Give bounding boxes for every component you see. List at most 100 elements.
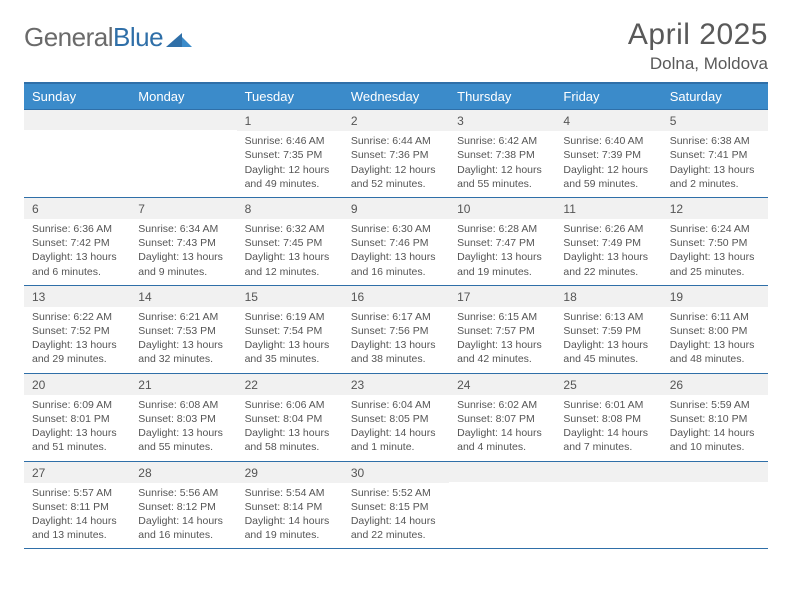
day-body: Sunrise: 6:28 AMSunset: 7:47 PMDaylight:…: [449, 219, 555, 285]
day-number: [130, 110, 236, 130]
sunrise-line: Sunrise: 6:02 AM: [457, 398, 547, 412]
day-body: Sunrise: 6:04 AMSunset: 8:05 PMDaylight:…: [343, 395, 449, 461]
day-number: 8: [237, 198, 343, 219]
calendar-cell: 1Sunrise: 6:46 AMSunset: 7:35 PMDaylight…: [237, 110, 343, 197]
sunrise-line: Sunrise: 6:09 AM: [32, 398, 122, 412]
calendar-cell: 25Sunrise: 6:01 AMSunset: 8:08 PMDayligh…: [555, 374, 661, 461]
sunset-line: Sunset: 8:07 PM: [457, 412, 547, 426]
daylight-line: Daylight: 13 hours and 16 minutes.: [351, 250, 441, 278]
sunset-line: Sunset: 7:35 PM: [245, 148, 335, 162]
weekday-header: Thursday: [449, 84, 555, 109]
day-number: 3: [449, 110, 555, 131]
daylight-line: Daylight: 14 hours and 10 minutes.: [670, 426, 760, 454]
sunset-line: Sunset: 7:39 PM: [563, 148, 653, 162]
calendar-cell: 29Sunrise: 5:54 AMSunset: 8:14 PMDayligh…: [237, 462, 343, 549]
day-body: Sunrise: 6:22 AMSunset: 7:52 PMDaylight:…: [24, 307, 130, 373]
sunset-line: Sunset: 7:43 PM: [138, 236, 228, 250]
day-number: 10: [449, 198, 555, 219]
daylight-line: Daylight: 13 hours and 45 minutes.: [563, 338, 653, 366]
calendar-cell: 21Sunrise: 6:08 AMSunset: 8:03 PMDayligh…: [130, 374, 236, 461]
day-number: 11: [555, 198, 661, 219]
day-body: Sunrise: 6:02 AMSunset: 8:07 PMDaylight:…: [449, 395, 555, 461]
day-number: [555, 462, 661, 482]
day-number: 1: [237, 110, 343, 131]
day-body: Sunrise: 6:21 AMSunset: 7:53 PMDaylight:…: [130, 307, 236, 373]
calendar-cell: 9Sunrise: 6:30 AMSunset: 7:46 PMDaylight…: [343, 198, 449, 285]
calendar-cell: 28Sunrise: 5:56 AMSunset: 8:12 PMDayligh…: [130, 462, 236, 549]
daylight-line: Daylight: 12 hours and 49 minutes.: [245, 163, 335, 191]
day-body: Sunrise: 6:34 AMSunset: 7:43 PMDaylight:…: [130, 219, 236, 285]
sunset-line: Sunset: 7:42 PM: [32, 236, 122, 250]
calendar-cell: 12Sunrise: 6:24 AMSunset: 7:50 PMDayligh…: [662, 198, 768, 285]
day-number: 15: [237, 286, 343, 307]
daylight-line: Daylight: 13 hours and 55 minutes.: [138, 426, 228, 454]
day-number: 30: [343, 462, 449, 483]
calendar-cell: 7Sunrise: 6:34 AMSunset: 7:43 PMDaylight…: [130, 198, 236, 285]
calendar-cell: 27Sunrise: 5:57 AMSunset: 8:11 PMDayligh…: [24, 462, 130, 549]
calendar-cell: [662, 462, 768, 549]
calendar: SundayMondayTuesdayWednesdayThursdayFrid…: [24, 82, 768, 549]
weekday-header: Monday: [130, 84, 236, 109]
sunrise-line: Sunrise: 5:56 AM: [138, 486, 228, 500]
calendar-week: 1Sunrise: 6:46 AMSunset: 7:35 PMDaylight…: [24, 109, 768, 197]
weekday-header: Tuesday: [237, 84, 343, 109]
calendar-cell: [555, 462, 661, 549]
daylight-line: Daylight: 14 hours and 13 minutes.: [32, 514, 122, 542]
sunrise-line: Sunrise: 6:17 AM: [351, 310, 441, 324]
day-number: [449, 462, 555, 482]
sunset-line: Sunset: 7:41 PM: [670, 148, 760, 162]
sunset-line: Sunset: 7:36 PM: [351, 148, 441, 162]
day-body: Sunrise: 6:26 AMSunset: 7:49 PMDaylight:…: [555, 219, 661, 285]
day-body: Sunrise: 6:19 AMSunset: 7:54 PMDaylight:…: [237, 307, 343, 373]
daylight-line: Daylight: 13 hours and 42 minutes.: [457, 338, 547, 366]
sunrise-line: Sunrise: 6:08 AM: [138, 398, 228, 412]
daylight-line: Daylight: 13 hours and 38 minutes.: [351, 338, 441, 366]
calendar-cell: 13Sunrise: 6:22 AMSunset: 7:52 PMDayligh…: [24, 286, 130, 373]
sunrise-line: Sunrise: 6:11 AM: [670, 310, 760, 324]
sunset-line: Sunset: 8:08 PM: [563, 412, 653, 426]
calendar-cell: 11Sunrise: 6:26 AMSunset: 7:49 PMDayligh…: [555, 198, 661, 285]
calendar-cell: 5Sunrise: 6:38 AMSunset: 7:41 PMDaylight…: [662, 110, 768, 197]
sunset-line: Sunset: 7:53 PM: [138, 324, 228, 338]
sunset-line: Sunset: 8:15 PM: [351, 500, 441, 514]
sunset-line: Sunset: 7:46 PM: [351, 236, 441, 250]
day-number: 21: [130, 374, 236, 395]
day-number: 25: [555, 374, 661, 395]
day-number: 7: [130, 198, 236, 219]
day-body: Sunrise: 6:30 AMSunset: 7:46 PMDaylight:…: [343, 219, 449, 285]
day-number: 13: [24, 286, 130, 307]
day-number: 6: [24, 198, 130, 219]
day-number: 24: [449, 374, 555, 395]
sunset-line: Sunset: 7:50 PM: [670, 236, 760, 250]
day-body: Sunrise: 5:54 AMSunset: 8:14 PMDaylight:…: [237, 483, 343, 549]
sunset-line: Sunset: 7:49 PM: [563, 236, 653, 250]
calendar-cell: 24Sunrise: 6:02 AMSunset: 8:07 PMDayligh…: [449, 374, 555, 461]
calendar-cell: 22Sunrise: 6:06 AMSunset: 8:04 PMDayligh…: [237, 374, 343, 461]
day-number: 9: [343, 198, 449, 219]
daylight-line: Daylight: 13 hours and 6 minutes.: [32, 250, 122, 278]
day-number: 17: [449, 286, 555, 307]
daylight-line: Daylight: 14 hours and 7 minutes.: [563, 426, 653, 454]
calendar-cell: 23Sunrise: 6:04 AMSunset: 8:05 PMDayligh…: [343, 374, 449, 461]
day-body: Sunrise: 6:36 AMSunset: 7:42 PMDaylight:…: [24, 219, 130, 285]
sunset-line: Sunset: 8:11 PM: [32, 500, 122, 514]
daylight-line: Daylight: 13 hours and 19 minutes.: [457, 250, 547, 278]
page-title: April 2025: [628, 18, 768, 52]
sunrise-line: Sunrise: 6:36 AM: [32, 222, 122, 236]
sunrise-line: Sunrise: 6:32 AM: [245, 222, 335, 236]
day-body: Sunrise: 6:38 AMSunset: 7:41 PMDaylight:…: [662, 131, 768, 197]
day-body: Sunrise: 6:11 AMSunset: 8:00 PMDaylight:…: [662, 307, 768, 373]
sunset-line: Sunset: 7:57 PM: [457, 324, 547, 338]
sunrise-line: Sunrise: 5:54 AM: [245, 486, 335, 500]
day-body: [130, 130, 236, 188]
day-number: 26: [662, 374, 768, 395]
sunset-line: Sunset: 8:10 PM: [670, 412, 760, 426]
sunrise-line: Sunrise: 6:34 AM: [138, 222, 228, 236]
daylight-line: Daylight: 13 hours and 35 minutes.: [245, 338, 335, 366]
day-body: Sunrise: 6:13 AMSunset: 7:59 PMDaylight:…: [555, 307, 661, 373]
daylight-line: Daylight: 13 hours and 22 minutes.: [563, 250, 653, 278]
day-number: 22: [237, 374, 343, 395]
daylight-line: Daylight: 13 hours and 58 minutes.: [245, 426, 335, 454]
day-body: Sunrise: 6:15 AMSunset: 7:57 PMDaylight:…: [449, 307, 555, 373]
day-number: 23: [343, 374, 449, 395]
